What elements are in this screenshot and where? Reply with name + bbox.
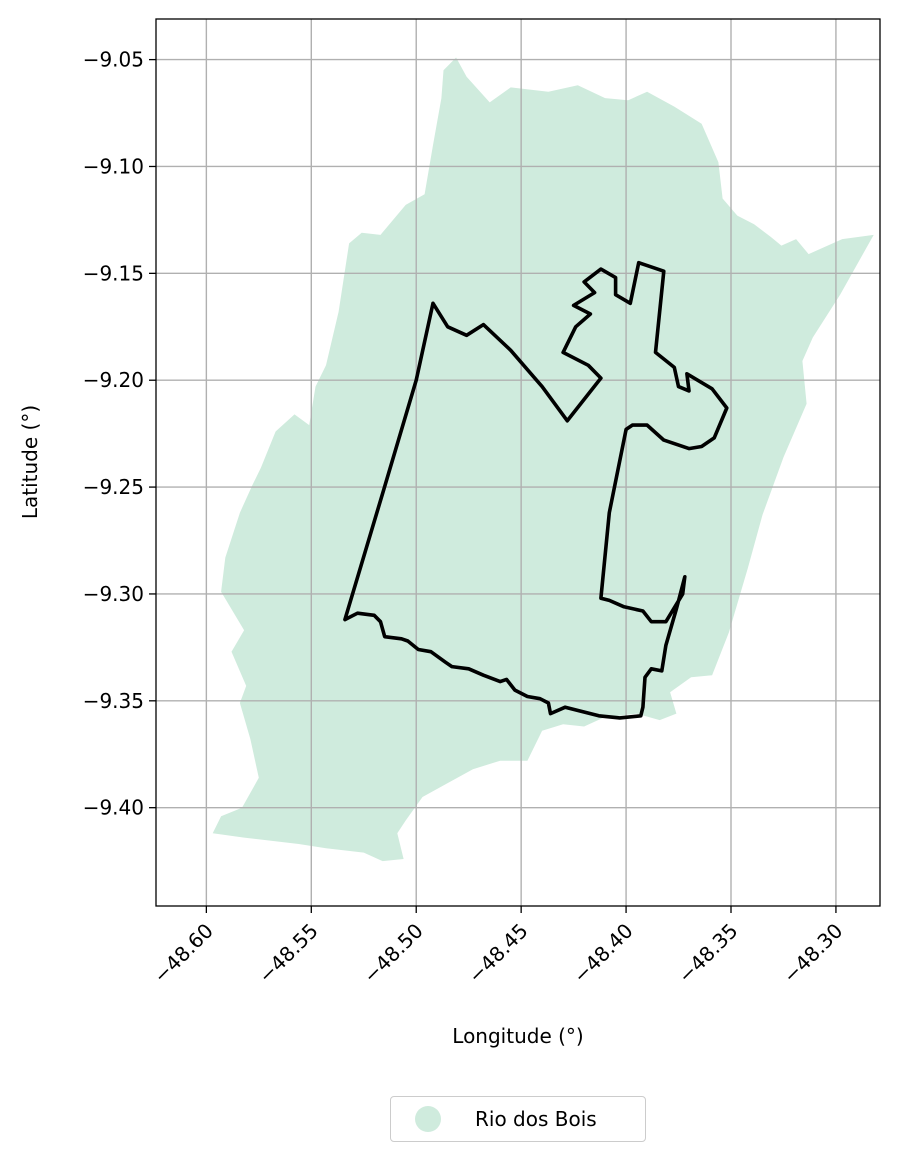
plot-frame [155, 18, 881, 907]
y-tick-label: −9.40 [83, 796, 144, 820]
y-tick-label: −9.30 [83, 582, 144, 606]
y-tick-label: −9.20 [83, 368, 144, 392]
legend-marker-rio-dos-bois [415, 1106, 441, 1132]
legend-label-rio-dos-bois: Rio dos Bois [475, 1107, 597, 1131]
region-layer [212, 57, 874, 862]
x-axis-title: Longitude (°) [452, 1024, 583, 1048]
outline-layer [343, 260, 729, 720]
y-tick-layer: −9.05 −9.10 −9.15 −9.20 −9.25 −9.30 −9.35 −9.40 [83, 48, 156, 820]
legend: Rio dos Bois [390, 1096, 646, 1142]
region-rio-dos-bois [212, 57, 874, 862]
y-axis-title: Latitude (°) [18, 405, 42, 519]
y-tick-label: −9.10 [83, 154, 144, 178]
grid-layer [156, 19, 880, 906]
boundary-outline [343, 260, 729, 720]
y-tick-label: −9.15 [83, 261, 144, 285]
y-tick-label: −9.25 [83, 475, 144, 499]
y-tick-label: −9.05 [83, 48, 144, 72]
y-tick-label: −9.35 [83, 689, 144, 713]
